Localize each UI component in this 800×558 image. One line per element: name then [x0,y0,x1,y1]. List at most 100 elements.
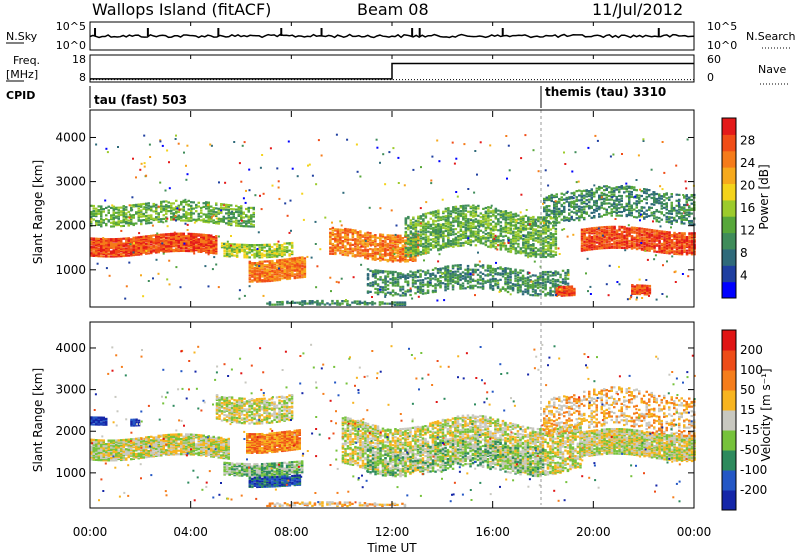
heatmap-cell [648,240,651,242]
heatmap-cell [190,220,193,222]
heatmap-cell [549,271,552,273]
heatmap-cell [460,229,463,231]
heatmap-cell [140,209,143,211]
heatmap-cell [344,253,347,255]
heatmap-cell [387,273,390,275]
heatmap-cell [445,223,448,225]
heatmap-cell [261,271,264,273]
heatmap-cell [415,243,418,245]
heatmap-cell [183,206,186,208]
heatmap-cell [118,209,121,211]
heatmap-cell [422,223,425,225]
heatmap-cell [564,281,567,283]
heatmap-cell [532,274,535,276]
heatmap-cell [198,215,201,217]
heatmap-cell [135,240,138,242]
heatmap-cell [435,236,438,238]
heatmap-cell [499,289,502,291]
heatmap-cell [464,276,467,278]
heatmap-cell [459,284,462,286]
heatmap-cell [339,232,342,234]
heatmap-cell [495,242,498,244]
heatmap-cell [133,214,136,216]
heatmap-cell [233,255,236,257]
heatmap-cell [688,236,691,238]
heatmap-cell [248,215,251,217]
heatmap-cell [173,249,176,251]
heatmap-cell [342,254,345,256]
heatmap-cell [530,221,533,223]
heatmap-cell [469,285,472,287]
heatmap-cell [339,246,342,248]
heatmap-cell [118,218,121,220]
heatmap-cell [512,221,515,223]
heatmap-cell [281,277,284,279]
heatmap-cell [155,204,158,206]
heatmap-cell [215,214,218,216]
heatmap-cell [479,265,482,267]
heatmap-cell [668,250,671,252]
heatmap-cell [555,240,558,242]
heatmap-cell [404,275,407,277]
heatmap-cell [420,242,423,244]
heatmap-cell [377,258,380,260]
heatmap-cell [150,214,153,216]
heatmap-cell [377,248,380,250]
heatmap-cell [253,207,256,209]
heatmap-cell [586,228,589,230]
heatmap-cell [397,278,400,280]
heatmap-cell [623,247,626,249]
heatmap-cell [233,221,236,223]
heatmap-cell [103,208,106,210]
heatmap-cell [377,288,380,290]
heatmap-cell [170,212,173,214]
heatmap-cell [561,286,564,288]
heatmap-cell [276,248,279,250]
heatmap-cell [188,200,191,202]
heatmap-cell [422,249,425,251]
heatmap-cell [412,217,415,219]
heatmap-cell [472,285,475,287]
heatmap-cell [437,272,440,274]
heatmap-cell [226,253,229,255]
heatmap-cell [384,289,387,291]
heatmap-cell [362,234,365,236]
heatmap-cell [419,286,422,288]
heatmap-cell [359,251,362,253]
heatmap-cell [243,244,246,246]
heatmap-cell [405,217,408,219]
heatmap-cell [215,211,218,213]
heatmap-cell [379,242,382,244]
heatmap-cell [525,225,528,227]
heatmap-cell [278,244,281,246]
heatmap-cell [419,282,422,284]
heatmap-cell [492,236,495,238]
heatmap-cell [332,232,335,234]
heatmap-cell [382,256,385,258]
heatmap-cell [596,242,599,244]
heatmap-cell [223,253,226,255]
heatmap-cell [497,213,500,215]
heatmap-cell [547,230,550,232]
heatmap-cell [537,234,540,236]
heatmap-cell [203,206,206,208]
heatmap-cell [379,259,382,261]
heatmap-cell [258,249,261,251]
heatmap-cell [502,275,505,277]
heatmap-cell [532,290,535,292]
heatmap-cell [264,268,267,270]
heatmap-cell [542,291,545,293]
heatmap-cell [198,233,201,235]
heatmap-cell [603,229,606,231]
heatmap-cell [666,231,669,233]
heatmap-cell [427,289,430,291]
heatmap-cell [170,205,173,207]
heatmap-cell [638,227,641,229]
heatmap-cell [517,279,520,281]
heatmap-cell [519,272,522,274]
heatmap-cell [210,235,213,237]
heatmap-cell [554,274,557,276]
heatmap-cell [454,264,457,266]
heatmap-cell [412,281,415,283]
heatmap-cell [500,240,503,242]
